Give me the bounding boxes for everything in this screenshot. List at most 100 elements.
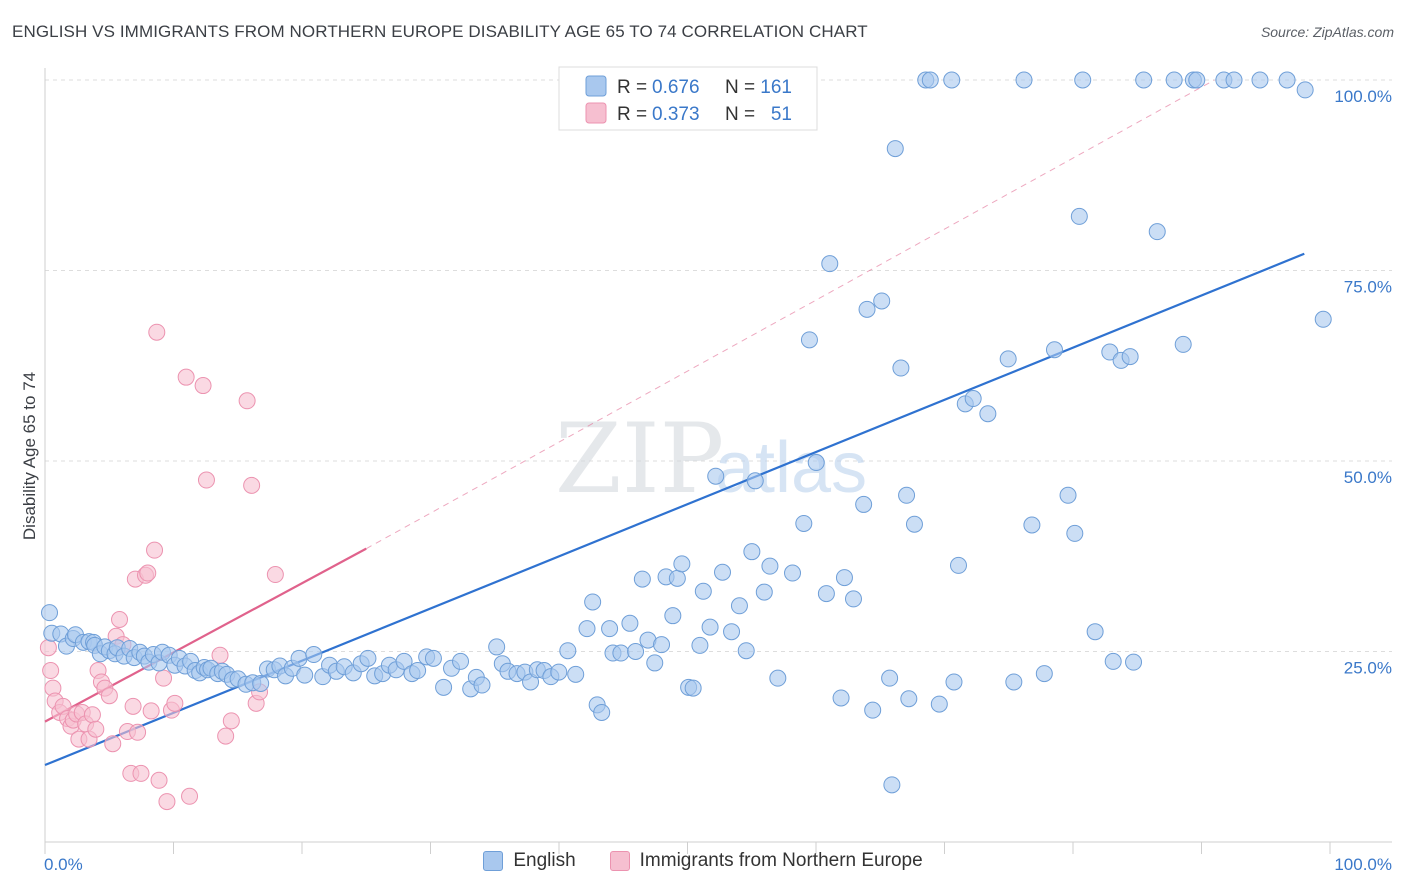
- english-point: [921, 71, 939, 89]
- english-point: [886, 140, 904, 158]
- english-point: [898, 486, 916, 504]
- immigrants-point: [166, 694, 184, 712]
- immigrants-point: [222, 712, 240, 730]
- english-point: [714, 563, 732, 581]
- english-point: [1023, 516, 1041, 534]
- english-point: [1148, 223, 1166, 241]
- legend-swatch-english: [585, 75, 607, 97]
- immigrants-trend-extension: [366, 79, 1215, 550]
- english-point: [795, 514, 813, 532]
- english-point: [550, 663, 568, 681]
- english-point: [1125, 653, 1143, 671]
- english-point: [950, 556, 968, 574]
- english-point: [723, 623, 741, 641]
- x-tick-label: 0.0%: [44, 855, 83, 874]
- english-point: [873, 292, 891, 310]
- english-point: [858, 300, 876, 318]
- english-point: [730, 597, 748, 615]
- english-point: [1086, 623, 1104, 641]
- english-point: [668, 569, 686, 587]
- english-point: [1225, 71, 1243, 89]
- legend-n-label-english: N =: [725, 77, 755, 98]
- immigrants-point: [148, 323, 166, 341]
- english-point: [945, 673, 963, 691]
- english-point: [290, 649, 308, 667]
- english-point: [488, 638, 506, 656]
- english-point: [473, 676, 491, 694]
- english-point: [701, 618, 719, 636]
- immigrants-point: [132, 764, 150, 782]
- english-point: [559, 642, 577, 660]
- y-axis-label: Disability Age 65 to 74: [20, 372, 39, 540]
- english-point: [1035, 665, 1053, 683]
- immigrants-points: [39, 323, 284, 811]
- english-point: [424, 649, 442, 667]
- english-point: [593, 703, 611, 721]
- legend-n-english: 161: [760, 77, 792, 98]
- english-point: [999, 350, 1017, 368]
- english-point: [1070, 207, 1088, 225]
- legend-r-immigrants: 0.373: [652, 104, 700, 125]
- english-point: [1121, 348, 1139, 366]
- immigrants-point: [194, 377, 212, 395]
- immigrants-point: [83, 706, 101, 724]
- english-point: [979, 405, 997, 423]
- english-point: [435, 678, 453, 696]
- immigrants-point: [87, 720, 105, 738]
- english-point: [664, 607, 682, 625]
- english-point: [864, 701, 882, 719]
- chart-title: ENGLISH VS IMMIGRANTS FROM NORTHERN EURO…: [12, 22, 868, 41]
- english-point: [1135, 71, 1153, 89]
- immigrants-point: [238, 392, 256, 410]
- source-label: Source: ZipAtlas.com: [1260, 24, 1394, 40]
- english-point: [601, 620, 619, 638]
- english-point: [737, 642, 755, 660]
- immigrants-point: [217, 727, 235, 745]
- immigrants-point: [155, 669, 173, 687]
- series-label-english: English: [513, 850, 576, 871]
- english-point: [1174, 335, 1192, 353]
- english-point: [900, 690, 918, 708]
- english-point: [612, 644, 630, 662]
- english-point: [691, 636, 709, 654]
- x-tick-label: 100.0%: [1334, 855, 1392, 874]
- english-point: [755, 583, 773, 601]
- english-point: [905, 515, 923, 533]
- english-point: [296, 666, 314, 684]
- legend-n-immigrants: 51: [771, 104, 792, 125]
- english-point: [1104, 652, 1122, 670]
- immigrants-point: [177, 368, 195, 386]
- english-point: [252, 675, 270, 693]
- english-point: [684, 679, 702, 697]
- english-point: [1066, 524, 1084, 542]
- english-point: [395, 652, 413, 670]
- english-point: [452, 652, 470, 670]
- immigrants-point: [146, 541, 164, 559]
- immigrants-point: [243, 476, 261, 494]
- stats-legend: R = 0.676 N = 161 R = 0.373 N = 51: [558, 66, 818, 131]
- english-point: [855, 495, 873, 513]
- english-point: [707, 467, 725, 485]
- axes: [44, 68, 1392, 854]
- english-point: [1059, 486, 1077, 504]
- english-point: [578, 620, 596, 638]
- legend-swatch-immigrants: [585, 102, 607, 124]
- watermark-zip: ZIP: [555, 403, 724, 515]
- immigrants-point: [124, 697, 142, 715]
- series-label-immigrants: Immigrants from Northern Europe: [639, 850, 923, 871]
- legend-r-english: 0.676: [652, 77, 700, 98]
- immigrants-point: [197, 471, 215, 489]
- english-point: [943, 71, 961, 89]
- series-legend-english: English: [483, 850, 576, 872]
- legend-r-label-english: R =: [617, 77, 647, 98]
- english-point: [746, 472, 764, 490]
- english-point: [1015, 71, 1033, 89]
- english-point: [621, 614, 639, 632]
- immigrants-point: [100, 687, 118, 705]
- tick-labels: 25.0% 50.0% 75.0% 100.0% 0.0% 100.0%: [44, 87, 1392, 874]
- immigrants-point: [181, 787, 199, 805]
- english-point: [1165, 71, 1183, 89]
- english-point: [1296, 81, 1314, 99]
- english-point: [1314, 310, 1332, 328]
